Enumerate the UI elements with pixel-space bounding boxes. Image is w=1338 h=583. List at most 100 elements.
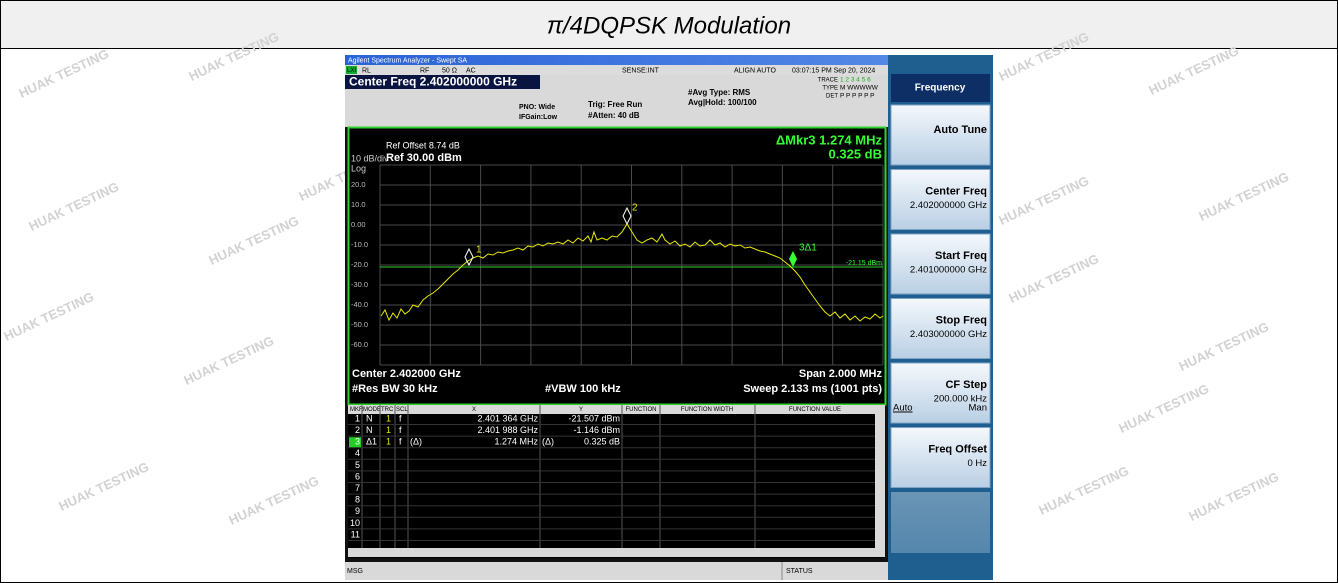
type-caption: TYPE: [822, 86, 838, 92]
softkey: [890, 104, 991, 166]
ref-offset: Ref Offset 8.74 dB: [386, 140, 460, 150]
rf: RF: [420, 67, 429, 74]
y-value: -1.146 dBm: [573, 425, 620, 435]
sense: SENSE:INT: [622, 67, 660, 74]
y-label: -50.0: [351, 320, 368, 329]
y-value: -21.507 dBm: [568, 413, 620, 423]
softkey-label: Stop Freq: [936, 314, 987, 326]
softkey-title-box: [891, 74, 990, 102]
table-header-cell: SCL: [396, 407, 408, 413]
softkey: [890, 169, 991, 230]
window-title: Agilent Spectrum Analyzer - Swept SA: [348, 57, 467, 64]
status-row: [345, 65, 888, 75]
footer-span: Span 2.000 MHz: [799, 368, 883, 380]
ref-level: Ref 30.00 dBm: [386, 152, 462, 164]
center-freq-strip: [345, 75, 540, 89]
softkey-option: Auto: [893, 403, 913, 414]
mkr: 3: [355, 437, 360, 447]
softkey-value: 2.402000000 GHz: [910, 200, 987, 211]
x-value: 2.401 988 GHz: [477, 425, 538, 435]
x-ref: (Δ): [410, 437, 422, 447]
table-header-cell: MODE: [363, 407, 381, 413]
trc: 1: [386, 437, 391, 447]
x-value: 1.274 MHz: [494, 437, 538, 447]
graph-area: [347, 126, 887, 406]
table-header-cell: Y: [579, 407, 583, 413]
softkey-label: Auto Tune: [933, 124, 987, 136]
table-header-cell: FUNCTION WIDTH: [681, 407, 733, 413]
coupling: AC: [466, 67, 476, 74]
mkr: 9: [355, 506, 360, 516]
y-label: -40.0: [351, 300, 368, 309]
mkr: 2: [355, 425, 360, 435]
timestamp: 03:07:15 PM Sep 20, 2024: [792, 67, 875, 74]
mkr: 7: [355, 483, 360, 493]
softkey-label: CF Step: [945, 379, 987, 391]
mkr: 8: [355, 495, 360, 505]
page-title: π/4DQPSK Modulation: [547, 12, 791, 39]
softkeys: Auto Tune Center Freq 2.402000000 GHz Start…: [890, 104, 991, 488]
status: STATUS: [786, 568, 813, 575]
y-value: 0.325 dB: [584, 437, 620, 447]
softkey-title: Frequency: [915, 83, 966, 94]
footer-center: Center 2.402000 GHz: [352, 368, 461, 380]
impedance: 50 Ω: [442, 67, 457, 74]
table-header-cell: FUNCTION: [626, 407, 657, 413]
mode: Δ1: [366, 437, 377, 447]
scl: f: [399, 425, 402, 435]
delta-marker: ΔMkr3 1.274 MHz: [776, 132, 883, 147]
softkey-value: 200.000 kHz: [934, 394, 988, 405]
y-label: -30.0: [351, 280, 368, 289]
table-body: MKR MODE TRC SCL X Y FUNCTION FUNCTION WIDTH FUN…: [348, 405, 875, 548]
softkey-option: Man: [969, 403, 987, 414]
table-header-cell: TRC: [381, 407, 394, 413]
y-label: 10.0: [351, 200, 366, 209]
marker-2-label: 2: [632, 203, 638, 214]
mkr: 4: [355, 448, 360, 458]
softkey-value: 0 Hz: [967, 458, 987, 469]
det-caption: DET: [826, 94, 838, 100]
footer-vbw: #VBW 100 kHz: [545, 383, 621, 395]
header-row: [1, 1, 1337, 48]
marker-table: [348, 405, 885, 558]
softkey-value: 2.403000000 GHz: [910, 329, 987, 340]
row-highlight: [349, 437, 361, 448]
avg-hold: Avg|Hold: 100/100: [688, 98, 757, 107]
y-label: -20.0: [351, 260, 368, 269]
align: ALIGN AUTO: [734, 67, 776, 74]
table-header-cell: FUNCTION VALUE: [789, 407, 841, 413]
scl: f: [399, 413, 402, 423]
trace-caption: TRACE: [818, 78, 838, 84]
softkey: [890, 427, 991, 488]
softkey-label: Freq Offset: [928, 443, 987, 455]
softkey-value: 2.401000000 GHz: [910, 265, 987, 276]
avg-type: #Avg Type: RMS: [688, 88, 751, 97]
mkr: 1: [355, 413, 360, 423]
footer-rbw: #Res BW 30 kHz: [352, 383, 438, 395]
delta-value: 0.325 dB: [829, 146, 882, 161]
y-label: 20.0: [351, 180, 366, 189]
grid: 20.0 10.0 0.00 -10.0 -20.0 -30.0 -40.0 -50.0 -60…: [351, 164, 884, 366]
footer-sweep: Sweep 2.133 ms (1001 pts): [743, 383, 882, 395]
table-header-cell: X: [472, 407, 476, 413]
table-header: [348, 405, 875, 414]
marker-1: [464, 247, 474, 267]
softkey: [890, 233, 991, 295]
trig: Trig: Free Run: [588, 100, 642, 109]
marker-1-label: 1: [476, 245, 482, 256]
pno: PNO: Wide: [519, 104, 555, 111]
v-scrollbar: [875, 405, 885, 548]
y-ref: (Δ): [542, 437, 554, 447]
trc: 1: [386, 425, 391, 435]
softkey: [890, 298, 991, 359]
mkr: 5: [355, 460, 360, 470]
y-label: -60.0: [351, 340, 368, 349]
title-bar: [345, 55, 993, 65]
atten: #Atten: 40 dB: [588, 111, 640, 120]
marker-2: [622, 206, 632, 226]
msg-bar: [345, 562, 888, 580]
scl: f: [399, 437, 402, 447]
softkey-label: Start Freq: [935, 250, 987, 262]
softkey-label: Center Freq: [925, 185, 987, 197]
